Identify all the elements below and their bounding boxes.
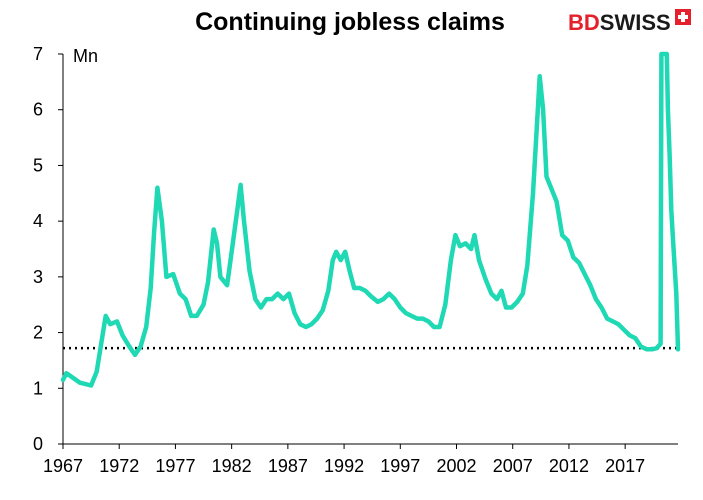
unit-label: Mn: [73, 46, 98, 66]
x-tick-label: 1997: [380, 456, 420, 476]
y-tick-label: 5: [33, 155, 43, 175]
x-tick-label: 2002: [436, 456, 476, 476]
swiss-cross-icon: [675, 9, 691, 25]
x-tick-label: 1967: [43, 456, 83, 476]
y-axis-ticks: 0 1 2 3 4 5 6 7: [33, 44, 63, 454]
x-tick-label: 2017: [605, 456, 645, 476]
x-tick-label: 1992: [324, 456, 364, 476]
logo-bd-text: BD: [568, 10, 600, 35]
series-line: [60, 51, 681, 388]
y-tick-label: 7: [33, 44, 43, 64]
y-tick-label: 1: [33, 378, 43, 398]
chart-title: Continuing jobless claims: [195, 8, 505, 36]
x-tick-label: 2012: [549, 456, 589, 476]
x-tick-label: 1972: [99, 456, 139, 476]
x-tick-label: 2007: [493, 456, 533, 476]
logo-swiss-text: SWISS: [600, 10, 671, 35]
x-axis-ticks: 1967 1972 1977 1982 1987 1992 1997 2002 2007 2012…: [43, 444, 645, 476]
logo: BDSWISS: [568, 9, 691, 35]
series-group: [60, 51, 681, 388]
logo-text: BDSWISS: [568, 10, 671, 35]
y-tick-label: 4: [33, 211, 43, 231]
x-tick-label: 1982: [212, 456, 252, 476]
x-tick-label: 1977: [155, 456, 195, 476]
y-tick-label: 0: [33, 434, 43, 454]
y-tick-label: 3: [33, 267, 43, 287]
y-tick-label: 6: [33, 100, 43, 120]
x-tick-label: 1987: [268, 456, 308, 476]
y-tick-label: 2: [33, 323, 43, 343]
